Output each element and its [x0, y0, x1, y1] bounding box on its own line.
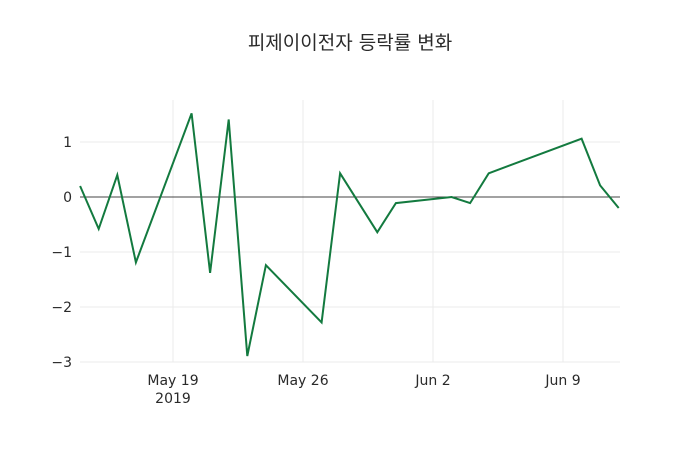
x-tick-label: Jun 2 [414, 373, 450, 389]
x-tick-label: May 26 [277, 373, 328, 389]
y-tick-label: −2 [51, 300, 72, 316]
x-axis-ticks: May 19 May 26 Jun 2 Jun 9 2019 [147, 373, 580, 407]
gridlines [80, 100, 620, 363]
series-line [79, 113, 620, 357]
y-tick-label: −3 [51, 355, 72, 371]
y-tick-label: 1 [63, 135, 72, 151]
x-tick-label: Jun 9 [544, 373, 580, 389]
x-tick-label: May 19 [147, 373, 198, 389]
chart-title: 피제이이전자 등락률 변화 [247, 32, 453, 54]
y-tick-label: −1 [51, 245, 72, 261]
y-tick-label: 0 [63, 190, 72, 206]
x-tick-year-label: 2019 [155, 391, 191, 407]
y-axis-ticks: 1 0 −1 −2 −3 [51, 135, 72, 371]
